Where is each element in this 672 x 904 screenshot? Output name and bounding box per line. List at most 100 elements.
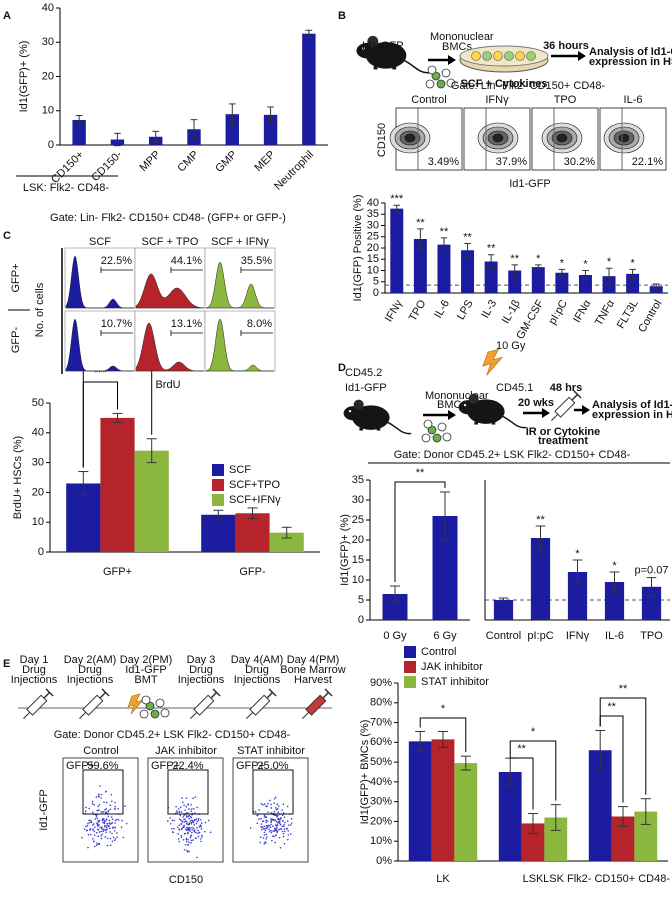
- plot-title: TPO: [554, 94, 577, 106]
- flow-dot: [105, 811, 108, 814]
- y-tick-label: 5: [373, 276, 379, 288]
- flow-dot: [192, 821, 195, 824]
- mouse-foot: [373, 66, 378, 70]
- analysis-label: Analysis of Id1-GFP: [592, 399, 672, 411]
- flow-dot: [117, 807, 119, 810]
- treatment-label: IR or Cytokine: [526, 426, 601, 438]
- flow-dot: [169, 822, 172, 825]
- flow-dot: [109, 831, 111, 833]
- analysis-label: expression in HSCs: [589, 56, 672, 68]
- syringe-plunger: [571, 393, 579, 401]
- flow-dot: [100, 793, 103, 796]
- flow-dot: [178, 828, 181, 831]
- flow-dot: [200, 828, 203, 830]
- flow-dot: [98, 831, 101, 833]
- flow-dot: [263, 828, 265, 830]
- flow-dot: [191, 819, 193, 821]
- bar: [634, 811, 658, 861]
- flow-dot: [280, 827, 283, 830]
- flow-dot: [185, 797, 188, 800]
- flow-dot: [93, 840, 95, 843]
- x-tick-label: CD150-: [89, 148, 125, 184]
- y-tick-label: 30: [367, 219, 379, 231]
- flow-dot: [197, 835, 200, 838]
- plot-title: JAK inhibitor: [155, 745, 217, 757]
- flow-dot: [90, 821, 93, 823]
- x-tick-label: CD150+: [49, 149, 86, 186]
- flow-dot: [183, 826, 185, 829]
- flow-dot: [188, 822, 191, 824]
- flow-dot: [185, 837, 188, 840]
- bar: [521, 823, 545, 861]
- syringe-handle: [573, 390, 582, 399]
- flow-dot: [173, 827, 175, 830]
- flow-dot: [89, 833, 92, 836]
- y-tick-label: 50: [32, 397, 44, 409]
- flow-dot: [283, 816, 286, 818]
- bar: [100, 417, 135, 552]
- cell-icon: [425, 79, 435, 89]
- flow-dot: [114, 838, 117, 840]
- flow-dot: [265, 819, 267, 822]
- flow-dot: [198, 825, 201, 828]
- flow-dot: [177, 838, 180, 840]
- flow-dot: [275, 807, 277, 809]
- timeline-label: Day 1: [20, 654, 49, 666]
- cells-label: Mononuclear: [430, 31, 494, 43]
- significance-label: *: [612, 560, 617, 572]
- flow-dot: [188, 814, 191, 817]
- syringe-handle: [324, 688, 333, 697]
- dish-label: SCF + Cytokines: [460, 78, 547, 90]
- flow-dot: [276, 816, 278, 818]
- gate-label: Gate: Lin- Flk2- CD150+ CD48- (GFP+ or G…: [50, 212, 286, 224]
- flow-dot: [84, 810, 87, 812]
- flow-dot: [275, 820, 278, 823]
- flow-dot: [204, 821, 207, 824]
- flow-dot: [188, 817, 191, 820]
- flow-dot: [260, 823, 263, 825]
- y-tick-label: 0: [48, 139, 54, 151]
- timeline-label: Injections: [11, 674, 58, 686]
- flow-dot: [87, 822, 89, 825]
- flow-dot: [190, 808, 193, 810]
- x-tick-label: TPO: [407, 298, 429, 324]
- legend-swatch: [404, 661, 416, 673]
- flow-dot: [263, 834, 266, 836]
- flow-dot: [290, 817, 293, 820]
- flow-dot: [191, 826, 193, 829]
- histogram: [205, 261, 274, 309]
- histogram: [135, 273, 205, 309]
- mouse-ear: [353, 399, 364, 410]
- y-tick-label: 40: [42, 2, 54, 14]
- flow-dot: [101, 827, 103, 830]
- flow-dot: [249, 827, 252, 829]
- y-tick-label: 40: [32, 427, 44, 439]
- flow-dot: [196, 856, 198, 859]
- flow-dot: [94, 818, 97, 820]
- flow-dot: [188, 808, 190, 810]
- flow-dot: [97, 795, 100, 797]
- y-tick-label: 25: [352, 514, 364, 526]
- flow-gate: [252, 769, 294, 815]
- plot-percent: 3.49%: [428, 156, 459, 168]
- flow-dot: [286, 820, 289, 823]
- row-label: GFP+: [10, 263, 22, 292]
- flow-dot: [85, 806, 87, 809]
- cell-icon: [442, 432, 452, 442]
- flow-dot: [98, 821, 100, 823]
- flow-dot: [169, 817, 171, 819]
- arrow-head: [542, 408, 550, 418]
- flow-dot: [281, 809, 283, 811]
- cell-icon: [446, 78, 456, 88]
- column-title: SCF + IFNγ: [211, 236, 269, 248]
- flow-dot: [110, 816, 113, 818]
- bar: [588, 750, 612, 861]
- flow-dot: [182, 838, 185, 841]
- y-tick-label: 15: [352, 554, 364, 566]
- flow-dot: [91, 829, 94, 831]
- x-tick-label: LK: [436, 873, 450, 885]
- flow-dot: [258, 818, 260, 820]
- flow-dot: [105, 801, 108, 804]
- x-tick-label: LSK Flk2- CD150+ CD48-: [543, 873, 670, 885]
- flow-dot: [179, 806, 182, 809]
